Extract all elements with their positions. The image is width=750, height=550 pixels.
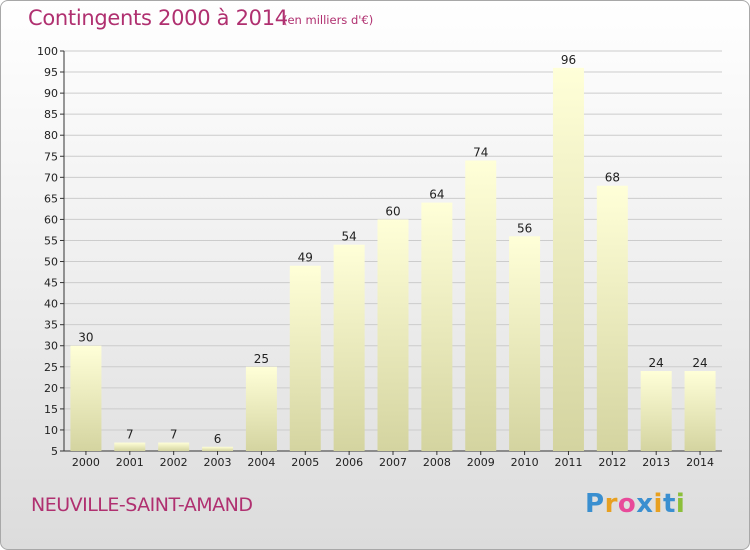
chart-subtitle: (en milliers d'€)	[283, 13, 374, 27]
x-tick-label: 2013	[642, 456, 670, 469]
bar-2005	[289, 265, 321, 451]
logo-letter: x	[636, 489, 654, 519]
x-tick-label: 2011	[554, 456, 582, 469]
bar-2014	[684, 371, 716, 451]
x-tick-label: 2003	[204, 456, 232, 469]
data-label: 6	[214, 432, 222, 446]
logo-letter: t	[662, 489, 676, 519]
logo-letter: r	[604, 489, 618, 519]
data-label: 60	[385, 204, 400, 218]
y-tick-label: 45	[44, 277, 58, 290]
chart-title: Contingents 2000 à 2014	[28, 6, 288, 30]
data-label: 54	[341, 230, 356, 244]
data-label: 7	[170, 428, 178, 442]
x-tick-label: 2004	[247, 456, 275, 469]
x-tick-label: 2005	[291, 456, 319, 469]
y-tick-label: 40	[44, 298, 58, 311]
x-tick-label: 2009	[467, 456, 495, 469]
data-label: 7	[126, 428, 134, 442]
data-labels: 30 7 7 6 25 49 54 60 64 74 56 96 68 24 24	[78, 53, 707, 446]
commune-name: NEUVILLE-SAINT-AMAND	[31, 494, 253, 516]
bar-2011	[552, 67, 584, 451]
y-tick-label: 70	[44, 171, 58, 184]
logo-letter: P	[585, 489, 605, 519]
bar-2007	[377, 219, 409, 451]
bar-2013	[640, 371, 672, 451]
bar-2012	[596, 185, 628, 451]
x-tick-label: 2007	[379, 456, 407, 469]
bar-2009	[465, 160, 497, 451]
x-tick-label: 2008	[423, 456, 451, 469]
data-label: 25	[254, 352, 269, 366]
x-tick-label: 2014	[686, 456, 714, 469]
data-label: 96	[561, 53, 576, 67]
y-tick-label: 35	[44, 319, 58, 332]
y-tick-label: 25	[44, 361, 58, 374]
data-label: 64	[429, 188, 444, 202]
bar-2006	[333, 244, 365, 451]
data-label: 56	[517, 221, 532, 235]
logo-letter: i	[675, 489, 686, 519]
bar-2010	[509, 236, 541, 451]
y-tick-label: 80	[44, 129, 58, 142]
data-label: 49	[298, 251, 313, 265]
y-tick-label: 10	[44, 424, 58, 437]
y-tick-label: 90	[44, 87, 58, 100]
data-label: 68	[605, 171, 620, 185]
bar-2008	[421, 202, 453, 451]
y-tick-label: 15	[44, 403, 58, 416]
x-tick-label: 2006	[335, 456, 363, 469]
logo-letter: o	[617, 489, 637, 519]
bar-2002	[158, 442, 190, 451]
y-tick-label: 100	[37, 45, 58, 58]
bar-2000	[70, 345, 102, 451]
data-label: 74	[473, 145, 488, 159]
x-tick-label: 2012	[598, 456, 626, 469]
y-tick-label: 60	[44, 213, 58, 226]
y-tick-label: 65	[44, 192, 58, 205]
x-tick-label: 2000	[72, 456, 100, 469]
bar-2001	[114, 442, 146, 451]
x-tick-label: 2010	[511, 456, 539, 469]
x-tick-label: 2002	[160, 456, 188, 469]
y-tick-label: 85	[44, 108, 58, 121]
y-tick-label: 55	[44, 234, 58, 247]
y-tick-label: 5	[51, 445, 58, 458]
bar-2004	[245, 366, 277, 451]
data-label: 24	[692, 356, 707, 370]
data-label: 24	[649, 356, 664, 370]
x-tick-label: 2001	[116, 456, 144, 469]
y-tick-label: 50	[44, 256, 58, 269]
logo-letter: i	[653, 489, 663, 519]
data-label: 30	[78, 331, 93, 345]
bar-2003	[202, 446, 234, 451]
y-tick-labels: 5 10 15 20 25 30 35 40 45 50 55 60 65 70 75 80 85 90 95 100	[37, 45, 58, 458]
bars	[70, 67, 716, 451]
y-tick-label: 75	[44, 150, 58, 163]
proxiti-logo: Proxiti	[585, 489, 685, 519]
y-tick-label: 20	[44, 382, 58, 395]
y-tick-label: 95	[44, 66, 58, 79]
y-tick-label: 30	[44, 340, 58, 353]
x-tick-labels: 2000 2001 2002 2003 2004 2005 2006 2007 2008 2009…	[72, 456, 714, 469]
